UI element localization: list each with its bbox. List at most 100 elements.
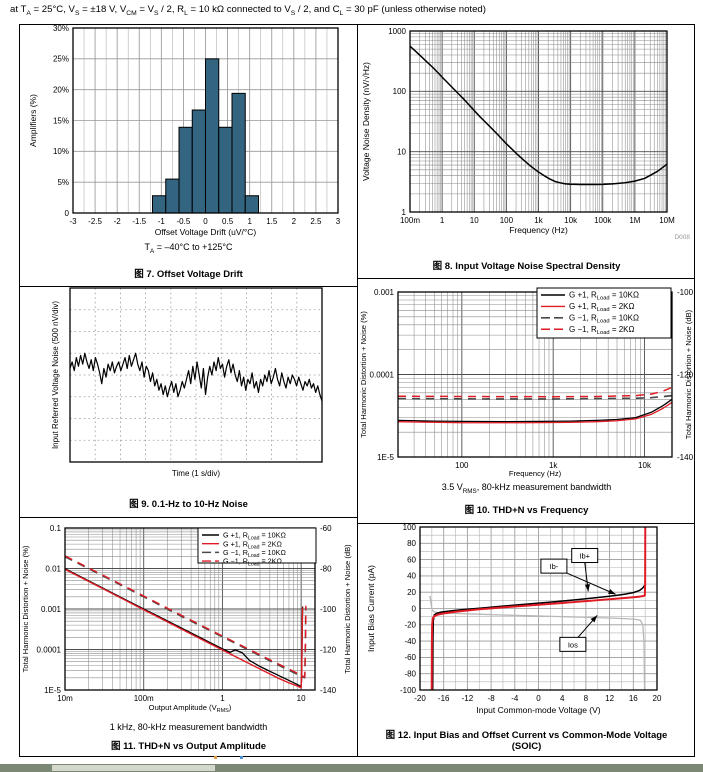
svg-text:1: 1 — [247, 217, 252, 226]
svg-text:2: 2 — [292, 217, 297, 226]
svg-text:Ios: Ios — [568, 640, 578, 649]
svg-text:3: 3 — [336, 217, 341, 226]
low-frequency-noise-chart: Time (1 s/div) Input Referred Voltage Noi… — [51, 287, 323, 478]
svg-text:1000: 1000 — [388, 27, 406, 36]
figure-7-condition: TA = –40°C to +125°C — [144, 242, 233, 255]
svg-text:8: 8 — [584, 694, 589, 703]
next-section-strip-light — [52, 765, 215, 771]
svg-text:1E-5: 1E-5 — [44, 686, 61, 695]
svg-text:-100: -100 — [400, 686, 417, 695]
svg-text:Input Bias Current (pA): Input Bias Current (pA) — [366, 565, 376, 652]
footer-dot-blue — [240, 756, 243, 759]
svg-text:30%: 30% — [53, 25, 69, 33]
svg-text:1k: 1k — [549, 461, 558, 470]
svg-text:80: 80 — [407, 539, 416, 548]
svg-text:100: 100 — [455, 461, 469, 470]
svg-text:G +1, RLoad = 10KΩ: G +1, RLoad = 10KΩ — [569, 291, 639, 302]
svg-text:-2: -2 — [114, 217, 122, 226]
svg-text:-20: -20 — [404, 621, 416, 630]
offset-voltage-drift-histogram: -3 -2.5 -2 -1.5 -1 -0.5 0 0.5 1 1.5 2 2.5 3 0 5% 10% 15%… — [28, 25, 341, 237]
svg-text:1.5: 1.5 — [266, 217, 278, 226]
svg-text:10: 10 — [297, 694, 306, 703]
svg-text:-16: -16 — [438, 694, 450, 703]
svg-text:Total Harmonic Distortion + No: Total Harmonic Distortion + Noise (%) — [21, 545, 30, 672]
svg-text:-1.5: -1.5 — [132, 217, 146, 226]
svg-text:-60: -60 — [320, 524, 332, 533]
svg-text:0.0001: 0.0001 — [370, 370, 395, 379]
svg-text:Input Referred Voltage Noise (: Input Referred Voltage Noise (500 nV/div… — [51, 301, 60, 449]
figure-12-caption: 图 12. Input Bias and Offset Current vs C… — [385, 730, 668, 752]
input-bias-current-chart: -20 -16 -12 -8 -4 0 4 8 12 16 20-100-80-60-40-2002… — [366, 523, 662, 715]
test-conditions-text: at TA = 25°C, VS = ±18 V, VCM = VS / 2, … — [10, 4, 486, 17]
figure-9-caption: 图 9. 0.1-Hz to 10-Hz Noise — [129, 499, 248, 510]
svg-text:0: 0 — [536, 694, 541, 703]
svg-text:0.001: 0.001 — [41, 605, 62, 614]
svg-text:10M: 10M — [659, 216, 675, 225]
svg-text:-120: -120 — [320, 645, 337, 654]
svg-text:-0.5: -0.5 — [177, 217, 191, 226]
svg-text:12: 12 — [605, 694, 614, 703]
figure-12-cell: -20 -16 -12 -8 -4 0 4 8 12 16 20 -100 -80 -60 -40 -20 0 2… — [358, 523, 694, 756]
svg-text:Output Amplitude (VRMS): Output Amplitude (VRMS) — [149, 703, 232, 714]
figure-7-cell: -3 -2.5 -2 -1.5 -1 -0.5 0 0.5 1 1.5 2 2.5 3 0 5% 10% 15%… — [20, 25, 357, 286]
svg-text:100: 100 — [500, 216, 514, 225]
row-divider — [358, 278, 694, 279]
svg-text:10k: 10k — [638, 461, 652, 470]
svg-text:10: 10 — [470, 216, 479, 225]
svg-text:G −1, RLoad = 10KΩ: G −1, RLoad = 10KΩ — [223, 548, 286, 559]
svg-text:-80: -80 — [320, 564, 332, 573]
figure-10-caption: 图 10. THD+N vs Frequency — [464, 505, 589, 516]
svg-text:1M: 1M — [629, 216, 640, 225]
svg-text:1: 1 — [440, 216, 445, 225]
figure-11-condition: 1 kHz, 80-kHz measurement bandwidth — [109, 722, 268, 732]
svg-text:4: 4 — [560, 694, 565, 703]
figure-11-caption: 图 11. THD+N vs Output Amplitude — [110, 741, 267, 752]
svg-text:-20: -20 — [414, 694, 426, 703]
thdn-vs-output-amplitude-chart: 10m 100m 1 10 0.1 0.01 0.001 0.0001 1E-5 -60 -80 -1… — [21, 524, 352, 714]
svg-text:0: 0 — [412, 604, 417, 613]
svg-text:Offset Voltage Drift (uV/°C): Offset Voltage Drift (uV/°C) — [155, 227, 257, 237]
svg-text:-100: -100 — [677, 288, 694, 297]
next-section-strip — [0, 764, 703, 772]
svg-text:Ib+: Ib+ — [579, 552, 590, 561]
figure-8-caption: 图 8. Input Voltage Noise Spectral Densit… — [432, 261, 621, 272]
svg-text:G +1, RLoad = 2KΩ: G +1, RLoad = 2KΩ — [223, 539, 282, 550]
svg-text:G −1, RLoad = 2KΩ: G −1, RLoad = 2KΩ — [223, 557, 282, 568]
row-divider — [20, 286, 357, 287]
svg-text:20: 20 — [653, 694, 662, 703]
figure-9-cell: Time (1 s/div) Input Referred Voltage Noi… — [20, 286, 357, 517]
svg-text:60: 60 — [407, 555, 416, 564]
svg-text:-100: -100 — [320, 605, 337, 614]
figure-8-cell: 100m 1 10 100 1k 10k 100k 1M 10M 1 10 100 1000 Freque… — [358, 25, 694, 278]
svg-text:Ib-: Ib- — [550, 562, 559, 571]
row-divider — [358, 523, 694, 524]
svg-text:100m: 100m — [400, 216, 420, 225]
svg-text:1k: 1k — [534, 216, 543, 225]
svg-text:Frequency (Hz): Frequency (Hz) — [509, 225, 568, 235]
svg-text:0.001: 0.001 — [374, 288, 395, 297]
svg-text:0.5: 0.5 — [222, 217, 234, 226]
svg-text:15%: 15% — [53, 116, 69, 125]
svg-text:Total Harmonic Distortion + No: Total Harmonic Distortion + Noise (dB) — [343, 544, 352, 674]
svg-text:1: 1 — [220, 694, 225, 703]
svg-text:20: 20 — [407, 588, 416, 597]
svg-text:D008: D008 — [674, 234, 690, 241]
figure-10-condition: 3.5 VRMS, 80-kHz measurement bandwidth — [441, 482, 612, 495]
svg-text:16: 16 — [629, 694, 638, 703]
svg-text:-4: -4 — [511, 694, 519, 703]
svg-text:40: 40 — [407, 572, 416, 581]
figure-10-cell: 100 1k 10k 0.001 0.0001 1E-5 -100 -120 -140 Frequ… — [358, 278, 694, 523]
svg-text:-3: -3 — [69, 217, 77, 226]
svg-text:-40: -40 — [404, 637, 416, 646]
svg-text:100k: 100k — [594, 216, 612, 225]
svg-text:10m: 10m — [57, 694, 73, 703]
svg-text:20%: 20% — [53, 85, 69, 94]
svg-text:-120: -120 — [677, 370, 694, 379]
figures-grid: -3 -2.5 -2 -1.5 -1 -0.5 0 0.5 1 1.5 2 2.5 3 0 5% 10% 15%… — [19, 24, 695, 757]
svg-text:-140: -140 — [677, 453, 694, 462]
footer-dot-orange — [214, 756, 217, 759]
svg-text:Total Harmonic Distortion + No: Total Harmonic Distortion + Noise (dB) — [684, 309, 693, 439]
svg-text:-1: -1 — [158, 217, 166, 226]
row-divider — [20, 517, 357, 518]
svg-text:5%: 5% — [57, 178, 69, 187]
